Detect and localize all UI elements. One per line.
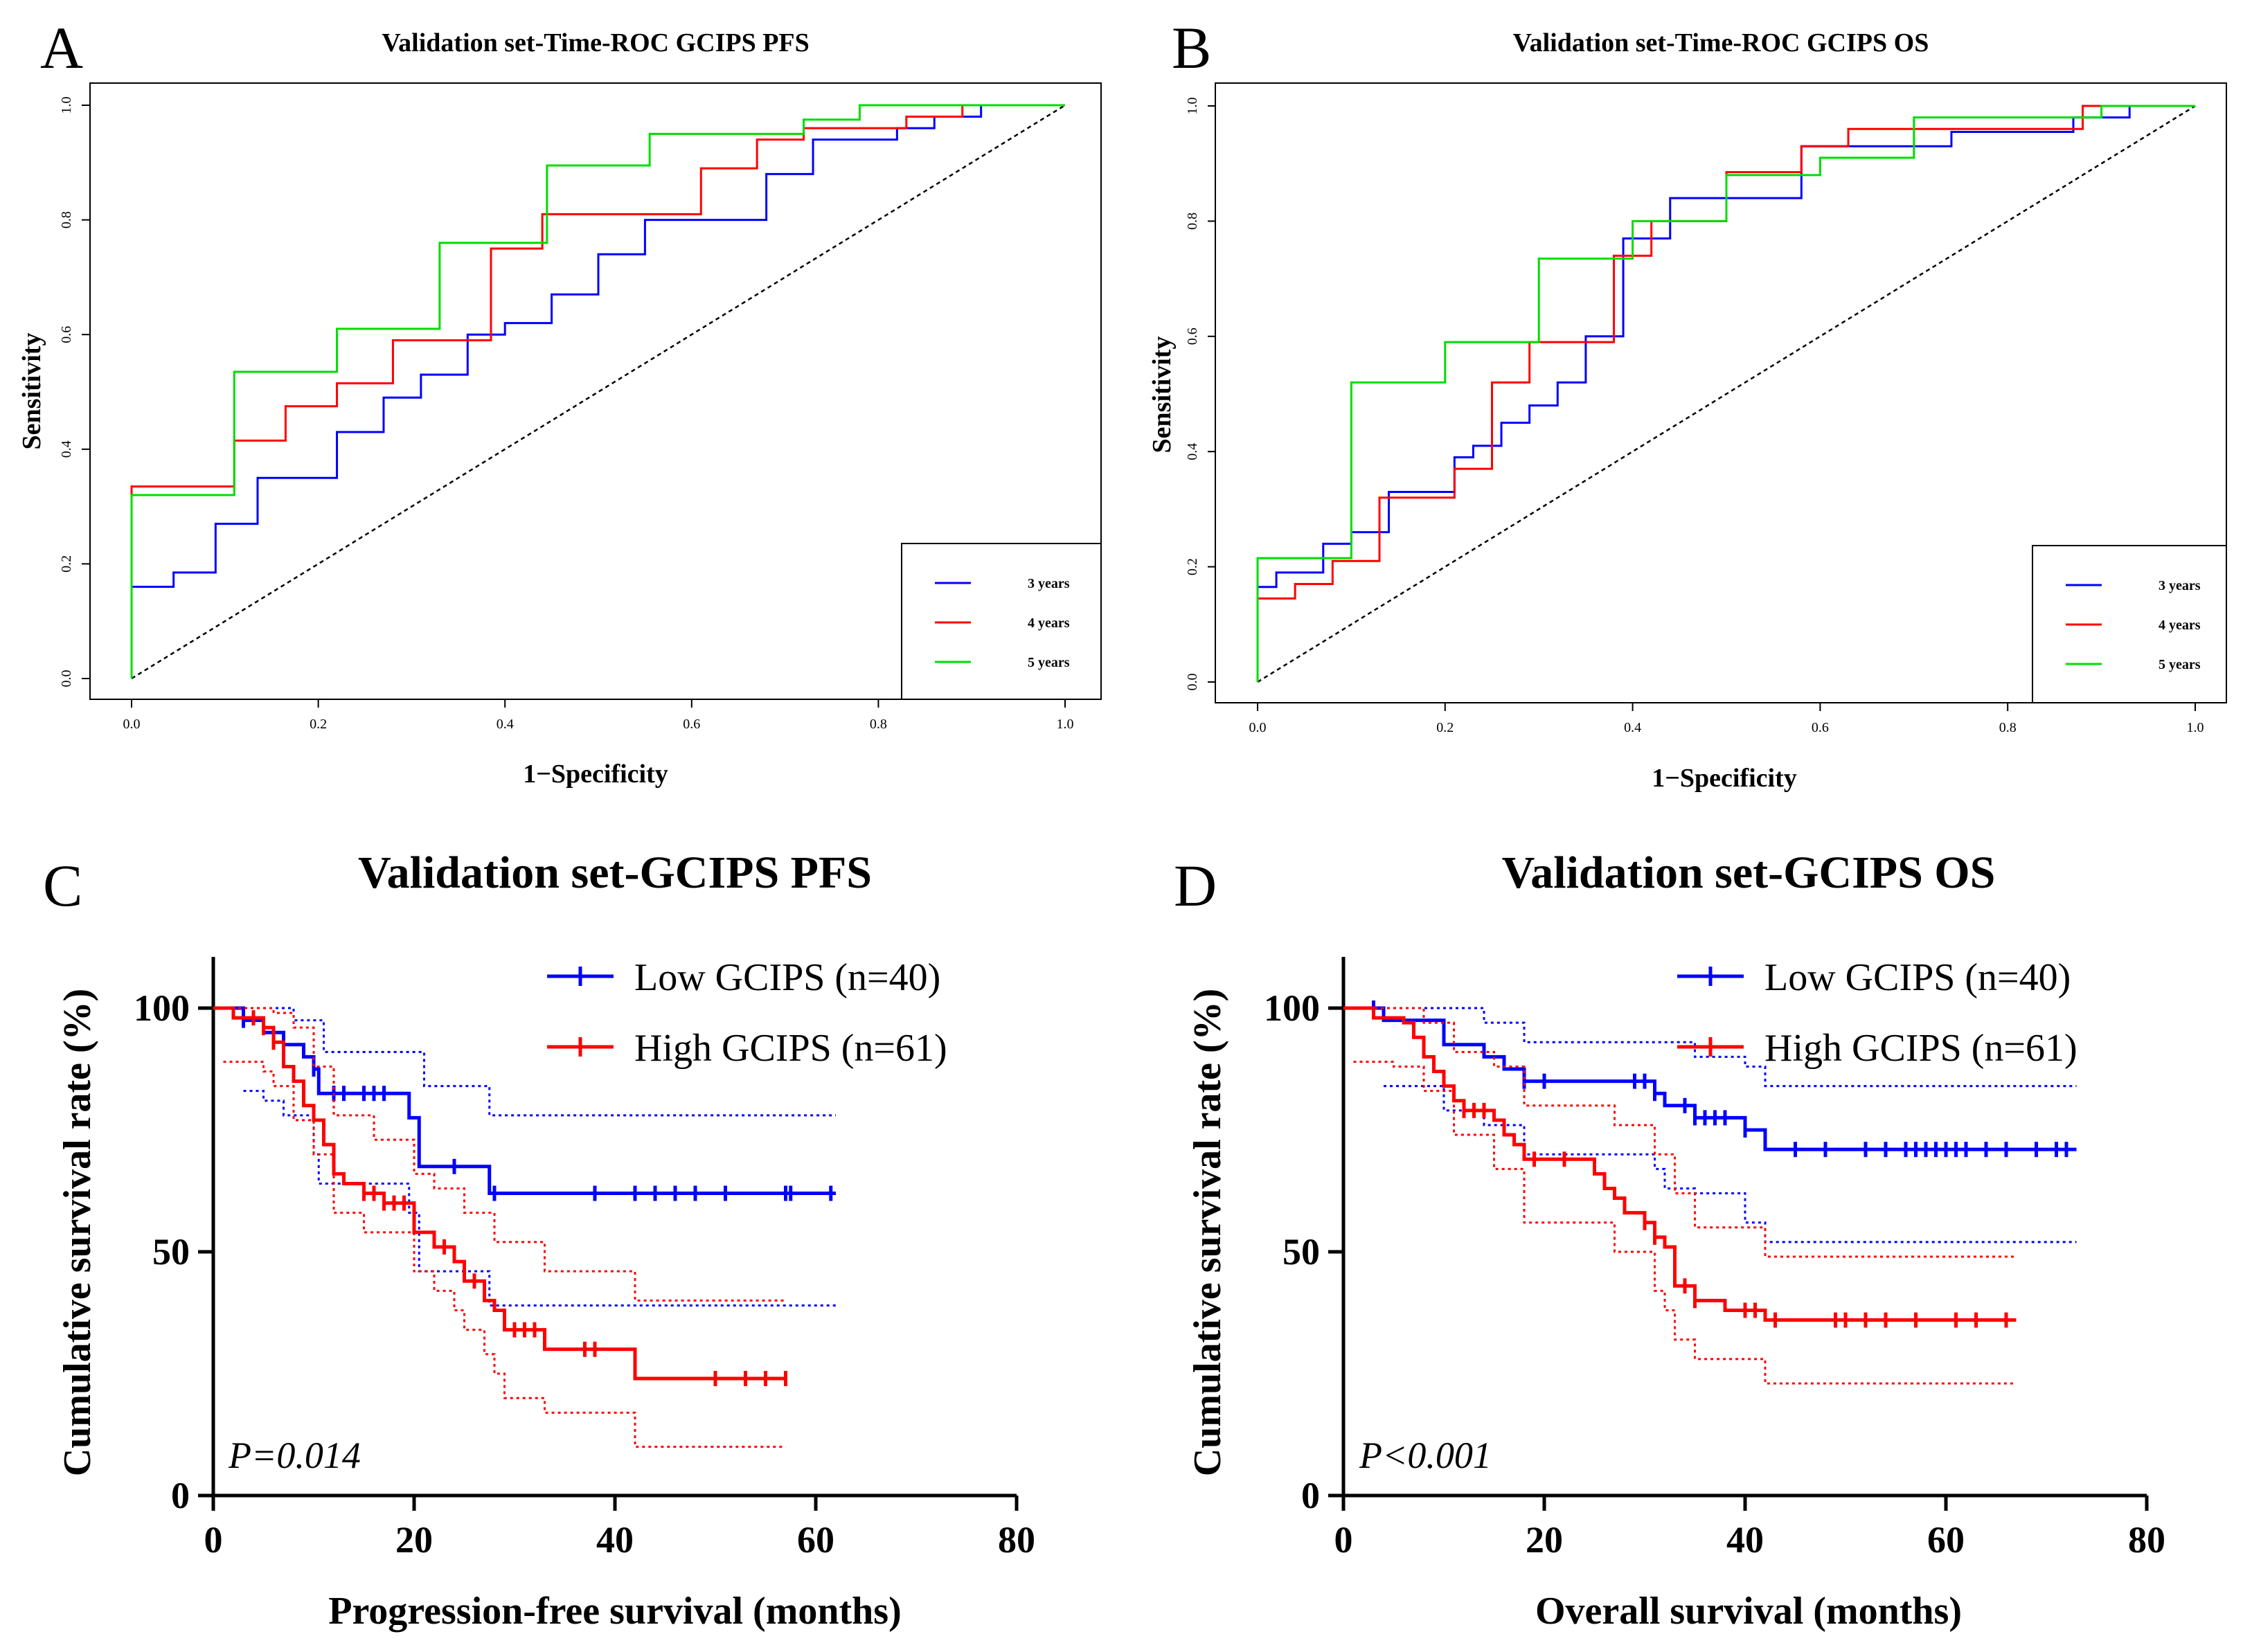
x-tick-label: 0.2 <box>1436 720 1454 735</box>
x-tick-label: 80 <box>998 1519 1035 1561</box>
y-axis-label: Sensitivity <box>17 333 46 450</box>
ci-lower-low <box>1384 1085 2077 1244</box>
roc-curve-5-years <box>130 104 1065 679</box>
plot-area: 0 20 40 60 80 0 50 100 Low GCIPS (n=40) High GCIP… <box>1264 956 2165 1561</box>
ci-lower-low <box>243 1090 836 1307</box>
x-tick-label: 1.0 <box>1057 717 1074 732</box>
x-axis-label: Overall survival (months) <box>1535 1590 1962 1633</box>
plot-area: 0 20 40 60 80 0 50 100 Low GCIPS (n=40) High GCIP… <box>134 956 1035 1561</box>
panel-letter: A <box>40 15 83 81</box>
plot-area: 0.0 0.2 0.4 0.6 0.8 1.0 0.0 0.2 0.4 0.6 0.8 1.0 3 ye… <box>1185 98 2227 735</box>
chart-title: Validation set-Time-ROC GCIPS OS <box>1513 28 1929 57</box>
panel-a: A Validation set-Time-ROC GCIPS PFS 0.0 0… <box>17 15 1102 789</box>
roc-curve-4-years <box>130 104 1065 679</box>
y-tick-label: 0.6 <box>1185 327 1200 345</box>
chart-title: Validation set-GCIPS OS <box>1502 847 1996 898</box>
y-axis-label: Cumulative survival rate (%) <box>56 989 99 1477</box>
legend-box <box>901 543 1102 700</box>
x-tick-label: 80 <box>2128 1519 2165 1561</box>
ci-lower-high <box>223 1060 786 1448</box>
x-tick-label: 0.0 <box>123 717 141 732</box>
legend-label: Low GCIPS (n=40) <box>1764 956 2071 999</box>
y-tick-label: 0.2 <box>59 555 74 573</box>
x-tick-label: 0.4 <box>1624 720 1641 735</box>
y-tick-label: 0.4 <box>1185 443 1200 460</box>
x-tick-label: 20 <box>395 1519 433 1561</box>
y-tick-label: 0.0 <box>59 670 74 688</box>
y-axis-label: Sensitivity <box>1147 336 1177 454</box>
chart-title: Validation set-Time-ROC GCIPS PFS <box>382 28 810 57</box>
y-tick-label: 50 <box>1283 1231 1320 1273</box>
x-tick-label: 0.4 <box>497 717 514 732</box>
x-tick-label: 0.8 <box>1999 720 2017 735</box>
ci-lower-high <box>1353 1060 2017 1385</box>
x-tick-label: 60 <box>797 1519 834 1561</box>
roc-curve-3-years <box>130 104 1065 679</box>
y-tick-label: 0.8 <box>59 211 74 228</box>
legend-label: Low GCIPS (n=40) <box>634 956 940 999</box>
panel-b: B Validation set-Time-ROC GCIPS OS 0.0 0.… <box>1147 15 2227 793</box>
x-axis-label: Progression-free survival (months) <box>328 1590 901 1633</box>
y-tick-label: 0.0 <box>1185 674 1200 691</box>
y-tick-label: 0.4 <box>59 440 74 458</box>
panel-letter: C <box>43 852 82 919</box>
y-tick-label: 50 <box>152 1231 190 1273</box>
y-tick-label: 0.2 <box>1185 558 1200 575</box>
x-tick-label: 40 <box>1726 1519 1764 1561</box>
x-tick-label: 0.6 <box>1812 720 1829 735</box>
plot-frame <box>89 82 1102 700</box>
x-tick-label: 20 <box>1526 1519 1563 1561</box>
survival-curve-high <box>1343 1006 2017 1322</box>
panel-d: D Validation set-GCIPS OS 0 20 40 60 80 0 50 10… <box>1174 847 2165 1633</box>
y-tick-label: 0.8 <box>1185 213 1200 230</box>
roc-curve-5-years <box>1256 105 2195 682</box>
x-tick-label: 0 <box>204 1519 223 1561</box>
x-tick-label: 0 <box>1334 1519 1353 1561</box>
panel-letter: D <box>1174 852 1217 919</box>
ci-upper-high <box>213 1007 786 1302</box>
x-axis-label: 1−Specificity <box>523 760 668 789</box>
x-tick-label: 0.0 <box>1249 720 1267 735</box>
legend-label: High GCIPS (n=61) <box>634 1027 947 1070</box>
panel-c: C Validation set-GCIPS PFS 0 20 40 60 80 0 50 1… <box>43 847 1035 1633</box>
p-value: P<0.001 <box>1359 1435 1492 1476</box>
legend-label: 4 years <box>2159 618 2201 633</box>
legend-label: 5 years <box>2159 657 2201 672</box>
x-tick-label: 1.0 <box>2187 720 2204 735</box>
x-tick-label: 0.8 <box>870 717 887 732</box>
plot-area: 0.0 0.2 0.4 0.6 0.8 1.0 0.0 0.2 0.4 0.6 0.8 1.0 3 ye… <box>59 97 1102 732</box>
y-tick-label: 100 <box>134 987 190 1029</box>
y-tick-label: 0 <box>1301 1475 1320 1516</box>
x-tick-label: 40 <box>596 1519 634 1561</box>
p-value: P=0.014 <box>228 1435 361 1476</box>
legend-label: 3 years <box>2159 578 2201 593</box>
chart-title: Validation set-GCIPS PFS <box>358 847 872 898</box>
x-tick-label: 60 <box>1927 1519 1965 1561</box>
plot-frame <box>1215 82 2227 703</box>
y-tick-label: 1.0 <box>1185 98 1200 115</box>
x-tick-label: 0.2 <box>310 717 327 732</box>
legend-label: High GCIPS (n=61) <box>1764 1027 2077 1070</box>
y-axis-label: Cumulative survival rate (%) <box>1186 989 1229 1477</box>
legend-label: 4 years <box>1028 616 1070 631</box>
y-tick-label: 0.6 <box>59 326 74 343</box>
x-axis-label: 1−Specificity <box>1652 764 1797 793</box>
reference-diagonal <box>1257 105 2196 683</box>
y-tick-label: 1.0 <box>59 97 74 114</box>
legend-label: 3 years <box>1028 576 1070 591</box>
roc-curve-3-years <box>1256 105 2195 682</box>
legend-label: 5 years <box>1028 655 1070 670</box>
y-tick-label: 0 <box>171 1475 190 1516</box>
panel-letter: B <box>1172 15 1211 81</box>
x-tick-label: 0.6 <box>683 717 700 732</box>
legend-box <box>2032 545 2227 703</box>
y-tick-label: 100 <box>1264 987 1320 1029</box>
